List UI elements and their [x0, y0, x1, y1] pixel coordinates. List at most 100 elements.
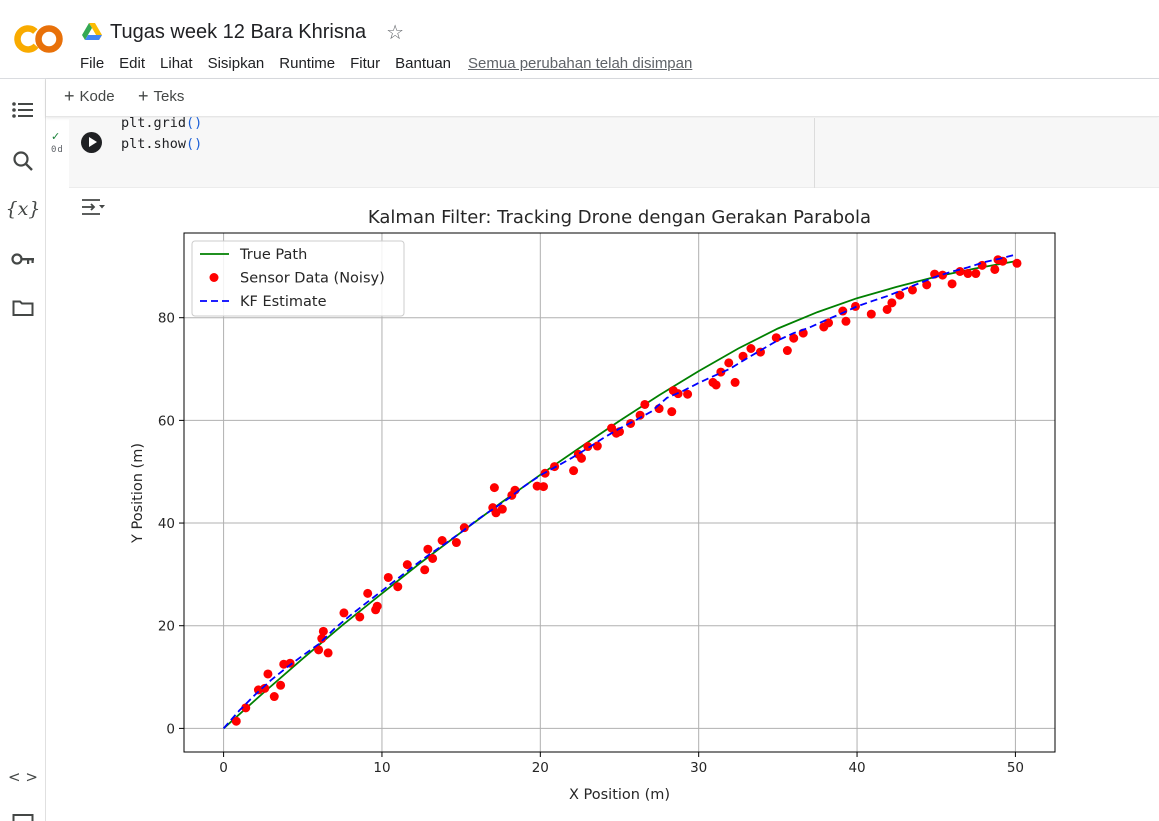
y-axis-label: Y Position (m) — [130, 443, 146, 544]
sensor-point — [363, 588, 373, 598]
sensor-point — [782, 346, 792, 356]
save-status-link[interactable]: Semua perubahan telah disimpan — [468, 54, 693, 72]
menu-runtime[interactable]: Runtime — [279, 54, 336, 72]
google-drive-icon[interactable] — [82, 23, 102, 41]
sensor-point — [263, 669, 273, 679]
sensor-point — [451, 538, 461, 548]
sensor-point — [667, 407, 677, 417]
code-cell[interactable] — [69, 118, 1159, 188]
title-row: Tugas week 12 Bara Khrisna ☆ — [82, 18, 404, 46]
x-tick-label: 30 — [690, 760, 707, 776]
code-line: plt.show() — [121, 136, 203, 152]
legend-label: True Path — [239, 247, 307, 263]
sensor-point — [269, 692, 279, 702]
code-editor[interactable]: plt.grid() plt.show() — [121, 113, 202, 155]
x-axis-label: X Position (m) — [569, 787, 670, 803]
sensor-point — [947, 279, 957, 289]
chart-legend: True Path Sensor Data (Noisy) KF Estimate — [191, 240, 405, 317]
terminal-icon[interactable] — [8, 807, 38, 821]
true-path-line — [223, 260, 1016, 730]
sensor-point — [231, 716, 241, 726]
y-tick-label: 40 — [158, 516, 175, 532]
sensor-point — [314, 645, 324, 655]
y-tick-label: 60 — [158, 413, 175, 429]
notebook-title[interactable]: Tugas week 12 Bara Khrisna — [110, 20, 367, 43]
sensor-point — [428, 553, 438, 563]
plus-icon: + — [64, 86, 75, 106]
plus-icon: + — [138, 86, 149, 106]
sensor-point — [383, 572, 393, 582]
sensor-point — [938, 270, 948, 280]
legend-label: Sensor Data (Noisy) — [240, 271, 385, 287]
folder-icon[interactable] — [8, 293, 38, 323]
header-divider — [0, 78, 1159, 79]
sensor-point — [955, 267, 965, 277]
sensor-point — [789, 333, 799, 343]
x-tick-label: 10 — [373, 760, 390, 776]
menu-view[interactable]: Lihat — [160, 54, 193, 72]
add-text-label: Teks — [153, 88, 185, 105]
execution-status-icon: ✓ — [51, 131, 61, 143]
x-tick-label: 0 — [219, 760, 228, 776]
sensor-point — [276, 680, 286, 690]
sensor-point — [771, 333, 781, 343]
code-line: plt.grid() — [121, 115, 203, 131]
sensor-point — [538, 482, 548, 492]
menu-insert[interactable]: Sisipkan — [207, 54, 265, 72]
add-text-button[interactable]: + Teks — [138, 86, 185, 106]
add-code-button[interactable]: + Kode — [64, 86, 115, 106]
cell-divider — [814, 118, 815, 188]
sensor-point — [640, 399, 650, 409]
sensor-point — [887, 298, 897, 308]
x-tick-label: 50 — [1007, 760, 1024, 776]
sensor-point — [241, 703, 251, 713]
kf-estimate-line — [222, 253, 1016, 729]
code-snippets-icon[interactable]: < > — [8, 768, 38, 786]
sensor-point — [683, 389, 693, 399]
sensor-point — [576, 453, 586, 463]
sensor-point — [963, 269, 973, 279]
execution-time: 0d — [51, 145, 64, 155]
sensor-point — [285, 658, 295, 668]
menu-help[interactable]: Bantuan — [395, 54, 452, 72]
sensor-point — [583, 442, 593, 452]
search-icon[interactable] — [8, 146, 38, 176]
variables-icon[interactable]: {x} — [5, 198, 41, 220]
x-tick-label: 40 — [848, 760, 865, 776]
sensor-point — [402, 560, 412, 570]
legend-box — [191, 240, 405, 317]
sensor-point — [971, 269, 981, 279]
star-icon[interactable]: ☆ — [386, 21, 405, 44]
menu-tools[interactable]: Fitur — [350, 54, 381, 72]
sensor-point — [423, 544, 433, 554]
sensor-point — [882, 304, 892, 314]
chart-figure: Kalman Filter: Tracking Drone dengan Ger… — [130, 207, 1056, 803]
sensor-point — [716, 367, 726, 377]
plot-frame — [183, 232, 1056, 753]
sensor-point — [393, 582, 403, 592]
sensor-point — [1012, 258, 1022, 268]
key-icon[interactable] — [8, 244, 38, 274]
menu-file[interactable]: File — [80, 54, 105, 72]
sensor-point — [746, 344, 756, 354]
sensor-point — [841, 316, 851, 326]
menu-bar: File Edit Lihat Sisipkan Runtime Fitur B… — [80, 54, 692, 72]
menu-edit[interactable]: Edit — [119, 54, 146, 72]
plot-series — [222, 253, 1022, 730]
sensor-point — [372, 601, 382, 611]
output-toggle-icon[interactable] — [80, 197, 106, 217]
sensor-point — [569, 466, 579, 476]
notebook-toolbar: + Kode + Teks — [46, 79, 1159, 117]
sensor-point — [907, 285, 917, 295]
sensor-point — [355, 612, 365, 622]
run-cell-button[interactable] — [81, 132, 102, 153]
sensor-point — [323, 648, 333, 658]
colab-logo[interactable] — [14, 22, 64, 56]
chart-title: Kalman Filter: Tracking Drone dengan Ger… — [368, 207, 871, 228]
toc-icon[interactable] — [8, 95, 38, 125]
y-tick-label: 80 — [158, 311, 175, 327]
sensor-point — [318, 626, 328, 636]
sensor-point — [489, 483, 499, 493]
sensor-point — [922, 280, 932, 290]
